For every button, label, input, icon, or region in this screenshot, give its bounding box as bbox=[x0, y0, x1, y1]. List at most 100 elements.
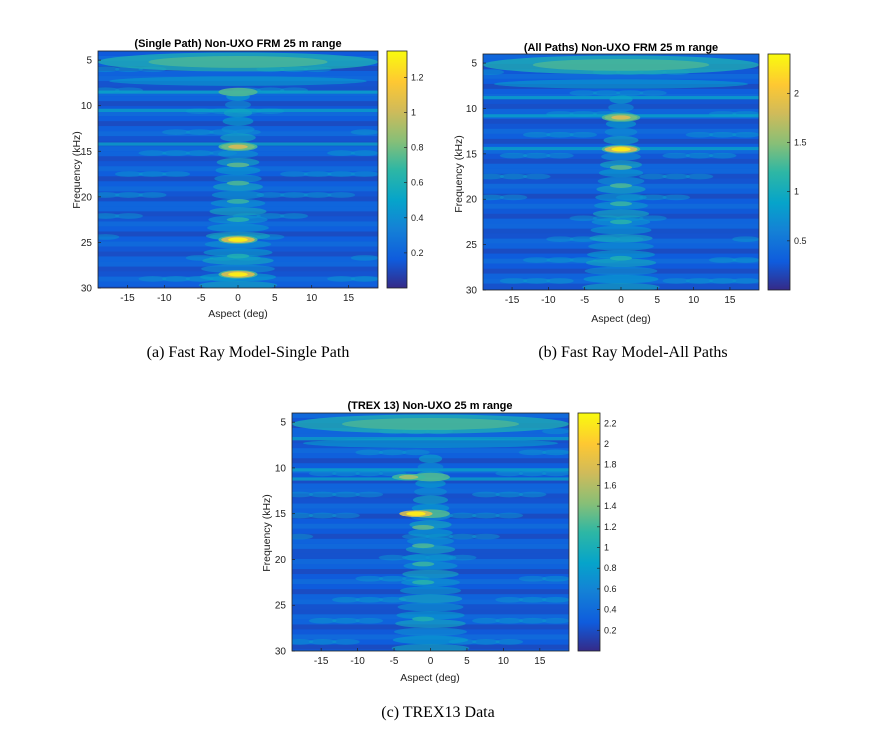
heatmap-blob bbox=[588, 242, 654, 251]
heatmap-blob bbox=[114, 192, 143, 198]
heatmap-blob bbox=[472, 638, 500, 645]
heatmap-blob bbox=[595, 193, 647, 202]
heatmap-blob bbox=[280, 171, 308, 177]
heatmap-blob bbox=[546, 236, 574, 243]
heatmap-blob bbox=[518, 470, 547, 477]
heatmap-blob bbox=[483, 69, 505, 75]
heatmap-blob bbox=[98, 192, 120, 198]
heatmap-blob bbox=[203, 248, 273, 257]
heatmap-blob bbox=[499, 278, 528, 284]
heatmap-blob bbox=[222, 116, 254, 126]
heatmap-blob bbox=[256, 192, 285, 198]
heatmap-blob bbox=[598, 168, 644, 178]
heatmap-blob bbox=[685, 173, 714, 180]
y-tick-label: 20 bbox=[275, 555, 287, 566]
y-tick-label: 15 bbox=[466, 149, 478, 160]
heatmap-blob bbox=[355, 596, 384, 603]
colorbar-tick-label: 0.2 bbox=[411, 248, 424, 258]
heatmap-blob bbox=[412, 543, 435, 549]
heatmap-blob bbox=[308, 512, 337, 519]
colorbar-tick-label: 1.5 bbox=[794, 138, 807, 148]
heatmap-blob bbox=[518, 575, 547, 582]
x-tick-label: -10 bbox=[157, 293, 172, 304]
heatmap-blob bbox=[217, 149, 259, 159]
heatmap-blob bbox=[408, 528, 453, 538]
heatmap-blob bbox=[226, 199, 250, 204]
heatmap-blob bbox=[499, 194, 528, 201]
x-tick-label: 0 bbox=[428, 656, 434, 667]
x-tick-label: 5 bbox=[655, 295, 661, 306]
colorbar-gradient bbox=[577, 412, 601, 652]
colorbar-tick-label: 1 bbox=[604, 543, 609, 553]
x-tick-label: 15 bbox=[343, 293, 355, 304]
heatmap-blob bbox=[308, 638, 337, 645]
heatmap-blob bbox=[355, 449, 384, 456]
heatmap-blob bbox=[685, 278, 714, 284]
heatmap-blob bbox=[499, 173, 528, 180]
colorbar-tick-label: 1.6 bbox=[604, 480, 617, 490]
heatmap-area bbox=[98, 51, 378, 288]
colorbar-tick-label: 1 bbox=[411, 107, 416, 117]
heatmap-blob bbox=[303, 171, 332, 177]
heatmap-blob bbox=[592, 90, 621, 96]
heatmap-blob bbox=[569, 131, 598, 138]
heatmap-blob bbox=[542, 575, 569, 582]
heatmap-area bbox=[292, 413, 569, 651]
heatmap-blob bbox=[448, 533, 477, 540]
heatmap-blob bbox=[221, 125, 255, 134]
heatmap-blob bbox=[198, 281, 278, 288]
heatmap-blob bbox=[412, 579, 435, 585]
heatmap-blob bbox=[226, 180, 250, 186]
heatmap-layer bbox=[292, 413, 569, 651]
y-tick-label: 10 bbox=[275, 463, 287, 474]
heatmap-blob bbox=[708, 257, 737, 263]
heatmap-blob bbox=[114, 171, 143, 177]
y-tick-label: 25 bbox=[275, 601, 287, 612]
panel-all-paths: (All Paths) Non-UXO FRM 25 m range -15 -1… bbox=[453, 42, 807, 361]
heatmap-blob bbox=[226, 162, 250, 168]
heatmap-blob bbox=[732, 131, 759, 138]
heatmap-blob bbox=[327, 276, 356, 282]
heatmap-blob bbox=[209, 207, 267, 216]
heatmap-ripple bbox=[483, 73, 759, 79]
heatmap-blob bbox=[605, 119, 637, 129]
heatmap-blob bbox=[292, 533, 314, 540]
heatmap-blob bbox=[532, 58, 710, 71]
y-tick-label: 10 bbox=[81, 101, 93, 112]
colorbar: 0.2 0.4 0.6 0.8 1 1.2 1.4 1.6 1.8 2 2.2 bbox=[577, 412, 617, 652]
heatmap-blob bbox=[398, 594, 463, 604]
heatmap-ripple bbox=[98, 71, 378, 76]
x-tick-label: -5 bbox=[390, 656, 399, 667]
heatmap-blob bbox=[685, 152, 714, 159]
colorbar-tick-label: 0.6 bbox=[604, 584, 617, 594]
heatmap-blob bbox=[418, 454, 443, 464]
heatmap-blob bbox=[587, 250, 655, 259]
heatmap-blob bbox=[398, 474, 419, 480]
heatmap-blob bbox=[220, 133, 256, 142]
x-tick-label: -15 bbox=[120, 293, 135, 304]
heatmap-blob bbox=[597, 176, 645, 186]
y-axis-label: Frequency (kHz) bbox=[261, 494, 273, 572]
heatmap-blob bbox=[611, 115, 631, 120]
heatmap-blob bbox=[601, 152, 641, 161]
panel-trex13: (TREX 13) Non-UXO 25 m range -15 -10 -5 0 5 1… bbox=[261, 400, 617, 721]
y-tick-label: 10 bbox=[466, 104, 478, 115]
heatmap-blob bbox=[98, 234, 120, 240]
x-tick-label: 15 bbox=[534, 656, 546, 667]
heatmap-blob bbox=[406, 511, 426, 516]
heatmap-blob bbox=[412, 561, 435, 567]
heatmap-blob bbox=[214, 174, 262, 183]
heatmap-blob bbox=[207, 223, 269, 233]
colorbar: 0.5 1 1.5 2 bbox=[767, 53, 807, 291]
heatmap-blob bbox=[350, 171, 378, 177]
heatmap-blob bbox=[522, 278, 551, 284]
heatmap-blob bbox=[522, 257, 551, 263]
heatmap-blob bbox=[138, 276, 167, 282]
y-tick-label: 15 bbox=[81, 147, 93, 158]
x-tick-label: -15 bbox=[505, 295, 520, 306]
heatmap-layer bbox=[483, 54, 759, 290]
y-tick-label: 25 bbox=[466, 240, 478, 251]
heatmap-blob bbox=[590, 225, 652, 235]
heatmap-blob bbox=[332, 491, 360, 498]
heatmap-blob bbox=[404, 553, 457, 562]
